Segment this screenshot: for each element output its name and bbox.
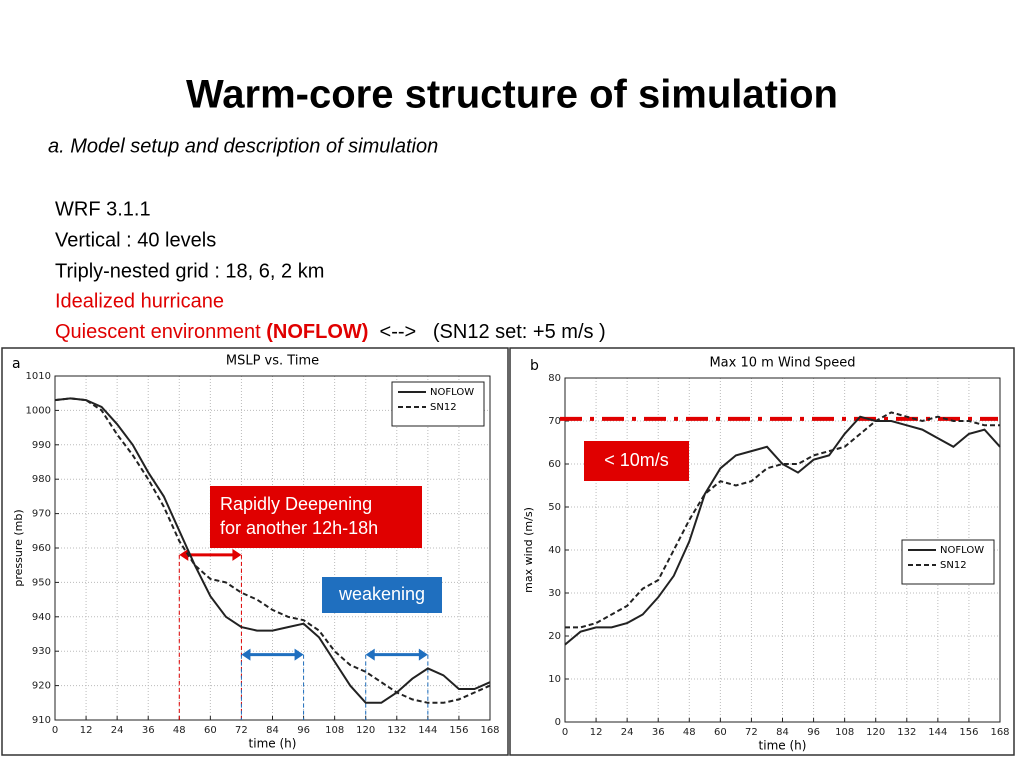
y-tick-label: 30 <box>548 588 561 599</box>
x-tick-label: 0 <box>562 727 568 738</box>
subtitle: a. Model setup and description of simula… <box>48 135 438 157</box>
annotation-text: for another 12h-18h <box>220 518 378 538</box>
x-tick-label: 24 <box>621 727 634 738</box>
annotation-box <box>584 441 689 481</box>
panel-label: b <box>530 358 539 374</box>
x-tick-label: 84 <box>776 727 789 738</box>
x-tick-label: 36 <box>652 727 665 738</box>
text-line: Quiescent environment (NOFLOW) <--> (SN1… <box>55 321 606 343</box>
legend-label: SN12 <box>430 402 457 413</box>
x-tick-label: 156 <box>959 727 978 738</box>
series-line <box>54 397 491 704</box>
text-span: Quiescent environment <box>55 321 266 343</box>
chart-title: MSLP vs. Time <box>226 354 319 369</box>
annotation-text: < 10m/s <box>604 450 669 470</box>
text-line: WRF 3.1.1 <box>55 198 151 220</box>
y-tick-label: 960 <box>32 543 51 554</box>
x-tick-label: 84 <box>266 725 279 736</box>
chart-title: Max 10 m Wind Speed <box>709 356 855 371</box>
annotation-box <box>322 577 442 613</box>
x-tick-label: 72 <box>745 727 758 738</box>
x-tick-label: 132 <box>387 725 406 736</box>
y-tick-label: 80 <box>548 373 561 384</box>
annotation-box <box>210 486 422 548</box>
y-tick-label: 950 <box>32 577 51 588</box>
y-tick-label: 1000 <box>26 405 51 416</box>
x-axis-label: time (h) <box>249 737 297 751</box>
x-tick-label: 36 <box>142 725 155 736</box>
text-span: <--> (SN12 set: +5 m/s ) <box>368 321 605 343</box>
x-axis-label: time (h) <box>759 739 807 753</box>
x-tick-label: 24 <box>111 725 124 736</box>
x-tick-label: 0 <box>52 725 58 736</box>
y-tick-label: 980 <box>32 474 51 485</box>
series-line <box>564 415 1001 646</box>
y-tick-label: 990 <box>32 440 51 451</box>
x-tick-label: 144 <box>418 725 437 736</box>
x-tick-label: 12 <box>590 727 603 738</box>
x-tick-label: 168 <box>480 725 499 736</box>
y-tick-label: 40 <box>548 545 561 556</box>
text-span: (NOFLOW) <box>266 321 368 343</box>
legend-label: NOFLOW <box>430 387 474 398</box>
y-tick-label: 50 <box>548 502 561 513</box>
x-tick-label: 48 <box>683 727 696 738</box>
y-tick-label: 10 <box>548 674 561 685</box>
y-tick-label: 970 <box>32 509 51 520</box>
y-tick-label: 920 <box>32 681 51 692</box>
y-axis-label: pressure (mb) <box>12 509 25 586</box>
series-line <box>54 397 491 704</box>
panel-label: a <box>12 356 21 372</box>
x-tick-label: 120 <box>356 725 375 736</box>
x-tick-label: 72 <box>235 725 248 736</box>
y-tick-label: 930 <box>32 646 51 657</box>
legend-label: SN12 <box>940 560 967 571</box>
legend-box <box>901 539 995 585</box>
x-tick-label: 168 <box>990 727 1009 738</box>
annotation-text: Rapidly Deepening <box>220 494 372 514</box>
x-tick-label: 12 <box>80 725 93 736</box>
y-tick-label: 0 <box>555 717 561 728</box>
text-line: Vertical : 40 levels <box>55 229 216 251</box>
x-tick-label: 60 <box>714 727 727 738</box>
x-tick-label: 108 <box>325 725 344 736</box>
y-axis-label: max wind (m/s) <box>522 507 535 593</box>
annotation-text: weakening <box>338 584 425 604</box>
x-tick-label: 96 <box>807 727 820 738</box>
slide-title: Warm-core structure of simulation <box>186 73 838 117</box>
x-tick-label: 120 <box>866 727 885 738</box>
x-tick-label: 96 <box>297 725 310 736</box>
text-line: Idealized hurricane <box>55 290 224 312</box>
x-tick-label: 60 <box>204 725 217 736</box>
y-tick-label: 1010 <box>26 371 51 382</box>
text-line: Triply-nested grid : 18, 6, 2 km <box>55 260 324 282</box>
y-tick-label: 940 <box>32 612 51 623</box>
x-tick-label: 144 <box>928 727 947 738</box>
plot-frame <box>54 375 491 721</box>
series-line <box>565 411 1000 629</box>
y-tick-label: 20 <box>548 631 561 642</box>
x-tick-label: 48 <box>173 725 186 736</box>
x-tick-label: 108 <box>835 727 854 738</box>
y-tick-label: 70 <box>548 416 561 427</box>
legend-label: NOFLOW <box>940 545 984 556</box>
plot-frame <box>564 377 1001 723</box>
y-tick-label: 60 <box>548 459 561 470</box>
y-tick-label: 910 <box>32 715 51 726</box>
x-tick-label: 156 <box>449 725 468 736</box>
x-tick-label: 132 <box>897 727 916 738</box>
legend-box <box>391 381 485 427</box>
